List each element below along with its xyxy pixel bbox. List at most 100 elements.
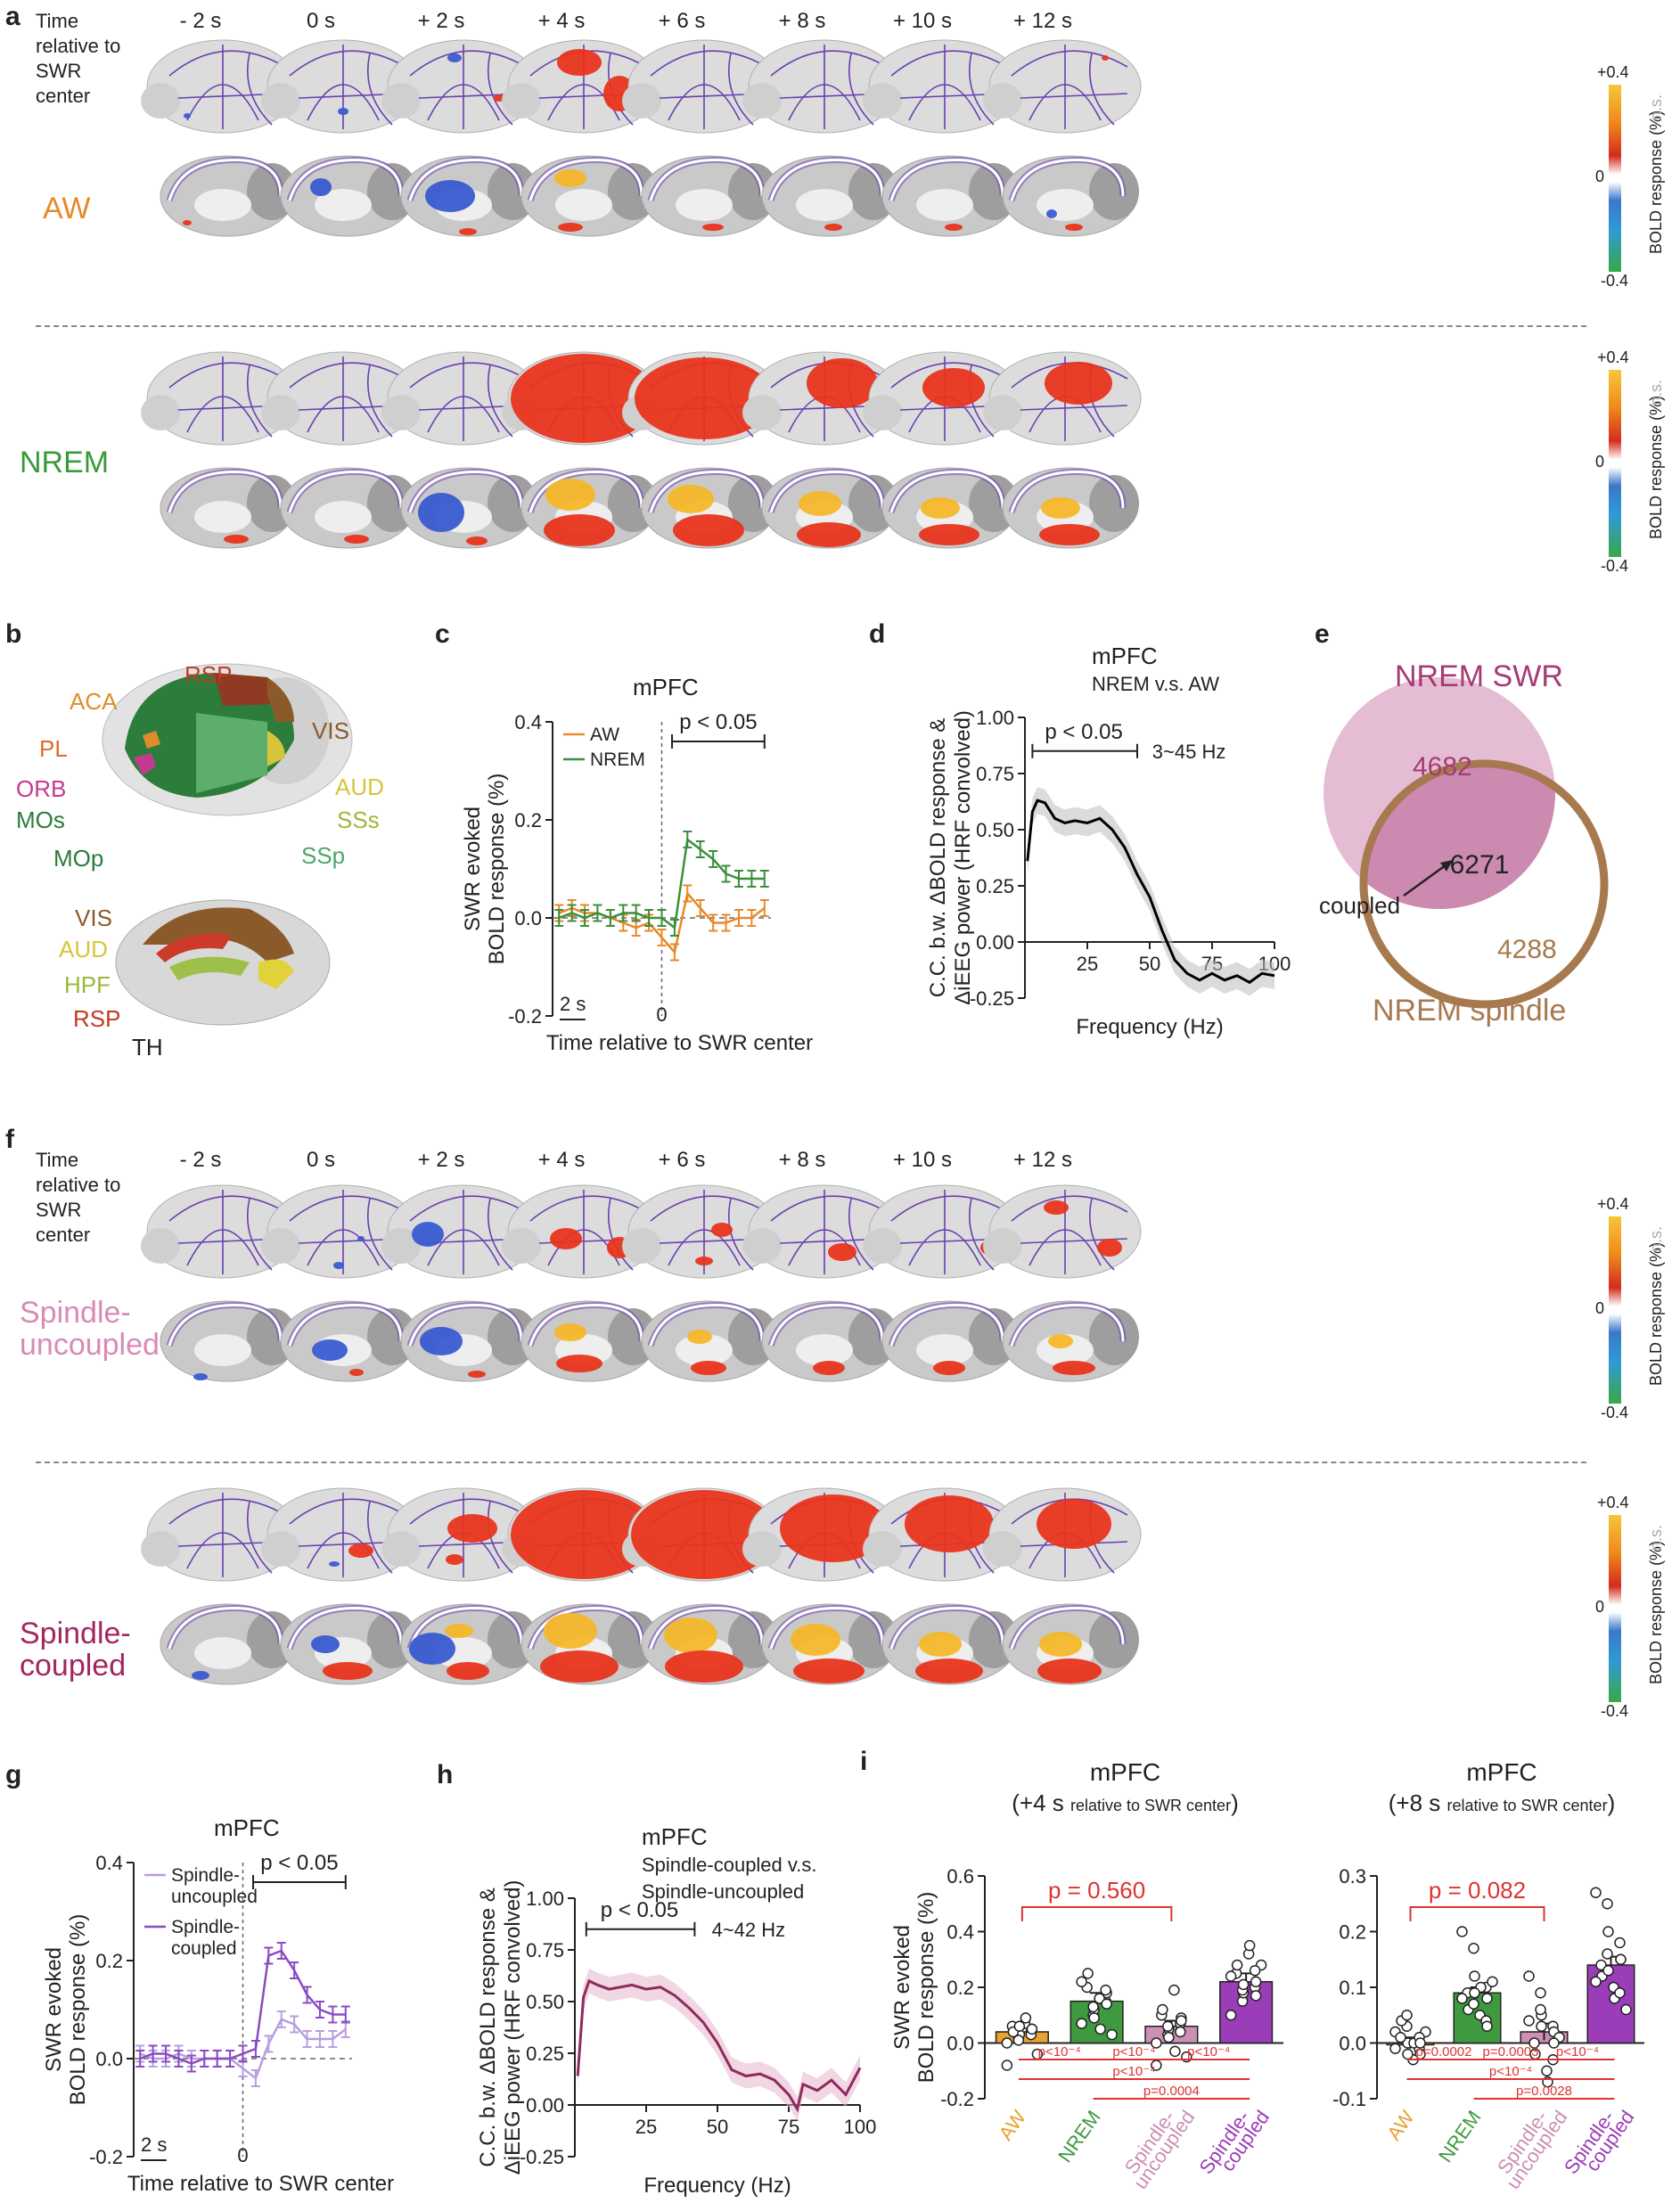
venn-arrow <box>1403 861 1450 897</box>
legend-label: Spindle- <box>171 1865 240 1886</box>
venn-title-top: NREM SWR <box>1395 659 1563 693</box>
colorbar-ns: n.s. <box>1647 1524 1665 1551</box>
activation-blob <box>323 1662 373 1680</box>
timepoint-label: + 6 s <box>658 1148 706 1172</box>
activation-blob <box>183 220 192 225</box>
brain-top-view <box>742 39 901 134</box>
brain-sagittal-view <box>400 467 537 549</box>
data-point <box>1536 2020 1547 2032</box>
y-tick-label: 0.75 <box>976 763 1014 785</box>
panel-i-chart-4s: 0.6 0.4 0.2 0.0 -0.2 mPFC (+4 s relative to SW… <box>890 1758 1283 2193</box>
atlas-rsp-area <box>214 673 276 706</box>
x-tick-label: 50 <box>1139 953 1160 975</box>
atlas-region-label: RSP <box>184 661 233 688</box>
cortex-ribbon-inner <box>649 1607 764 1650</box>
brain-top-view <box>983 1487 1142 1582</box>
activation-blob <box>447 1514 497 1543</box>
comparison-pvalue: p = 0.082 <box>1429 1877 1526 1904</box>
chart-subtitle: (+4 s relative to SWR center) <box>1012 1789 1238 1816</box>
cortex-ribbon-inner <box>769 159 884 201</box>
data-point <box>1481 2020 1493 2032</box>
cortex-ribbon-inner <box>288 159 403 201</box>
activation-blob <box>793 1658 865 1683</box>
brain-top-view <box>863 1184 1021 1279</box>
subcortex <box>796 1334 853 1366</box>
atlas-borders <box>1011 45 1128 129</box>
panel-f-time-header: Time relative to SWR center <box>36 1148 120 1248</box>
state-label-coupled: Spindle- coupled <box>20 1617 131 1682</box>
data-point <box>1231 1959 1243 1971</box>
activation-blob <box>921 497 960 519</box>
data-point <box>1026 2023 1038 2035</box>
activation-blob <box>945 224 963 231</box>
chart-subtitle: (+8 s relative to SWR center) <box>1389 1789 1615 1816</box>
x-tick-label: 25 <box>635 2116 657 2138</box>
panel-h-chart: 1.00 0.75 0.50 0.25 0.00 -0.25 25 50 75 100 Freque… <box>476 1823 876 2198</box>
venn-count-overlap: 6271 <box>1450 850 1510 880</box>
activation-blob <box>312 1339 348 1361</box>
activation-blob <box>550 1228 582 1249</box>
chart-title: mPFC <box>1090 1758 1160 1786</box>
comparison-bracket <box>1409 1906 1545 1921</box>
colorbar-title: BOLD response (%) <box>1647 1540 1665 1684</box>
timepoint-label: + 2 s <box>417 9 465 33</box>
x-zero-label: 0 <box>237 2144 248 2166</box>
activation-blob <box>915 1658 983 1683</box>
y-tick-label: -0.25 <box>970 987 1014 1010</box>
time-header-line: SWR <box>36 60 82 82</box>
atlas-borders <box>168 1190 286 1274</box>
time-header-line: center <box>36 1224 91 1246</box>
cortex-ribbon-inner <box>1010 159 1125 201</box>
cortex-ribbon-inner <box>168 1304 283 1347</box>
activation-blob <box>311 1635 340 1653</box>
activation-blob <box>540 1650 619 1683</box>
y-axis-title: BOLD response (%) <box>914 1892 938 2084</box>
atlas-borders <box>409 1190 527 1274</box>
activation-blob <box>348 1544 373 1558</box>
cortex-ribbon-inner <box>288 1607 403 1650</box>
data-point <box>1523 2015 1535 2027</box>
atlas-borders <box>770 1190 888 1274</box>
y-tick-label: -0.2 <box>940 2088 974 2110</box>
olfactory-bulb <box>381 83 421 119</box>
brain-top-view <box>261 1487 420 1582</box>
atlas-borders <box>529 1190 647 1274</box>
panel-g-chart: 0.4 0.2 0.0 -0.2 0 Time relative to SWR cente… <box>42 1814 394 2196</box>
y-tick-label: 0.0 <box>1339 2033 1366 2055</box>
atlas-borders <box>289 356 406 441</box>
cortex-ribbon-inner <box>288 1304 403 1347</box>
cortex-ribbon-inner <box>649 1304 764 1347</box>
chart-title: mPFC <box>214 1814 280 1841</box>
activation-blob <box>310 178 332 196</box>
colorbar-max: +0.4 <box>1597 63 1629 81</box>
subcortex <box>1037 189 1094 221</box>
category-label: AW <box>1382 2106 1418 2144</box>
pvalue-label: p<10⁻⁴ <box>1187 2044 1230 2060</box>
subcortex <box>676 189 733 221</box>
olfactory-bulb <box>502 1228 541 1264</box>
panel-h-letter: h <box>437 1760 454 1789</box>
atlas-region-label: MOp <box>53 845 104 872</box>
activation-blob <box>933 1361 965 1375</box>
data-point <box>1528 2037 1540 2049</box>
brain-sagittal-view <box>160 1603 297 1685</box>
colorbar-mid: 0 <box>1595 1299 1605 1317</box>
data-point <box>1602 1948 1613 1960</box>
y-axis-title: SWR evoked <box>461 807 485 931</box>
activation-blob <box>1097 1239 1122 1257</box>
y-tick-label: 0.2 <box>514 809 542 831</box>
olfactory-bulb <box>742 1531 782 1567</box>
brain-sagittal-view <box>641 1300 778 1382</box>
x-tick-label: 50 <box>707 2116 728 2138</box>
y-tick-label: 0.25 <box>976 875 1014 897</box>
y-tick-label: 0.25 <box>526 2043 564 2065</box>
olfactory-bulb <box>983 1228 1022 1264</box>
data-point <box>1602 1965 1614 1977</box>
brain-top-view <box>141 351 299 446</box>
y-tick-label: 0.00 <box>976 931 1014 954</box>
activation-blob <box>791 1624 840 1656</box>
pvalue-label: p<10⁻⁴ <box>1489 2064 1532 2079</box>
brain-top-view <box>141 1487 299 1582</box>
venn-spindle-circle <box>1359 759 1609 1009</box>
cortex-ribbon-inner <box>889 1607 1004 1650</box>
